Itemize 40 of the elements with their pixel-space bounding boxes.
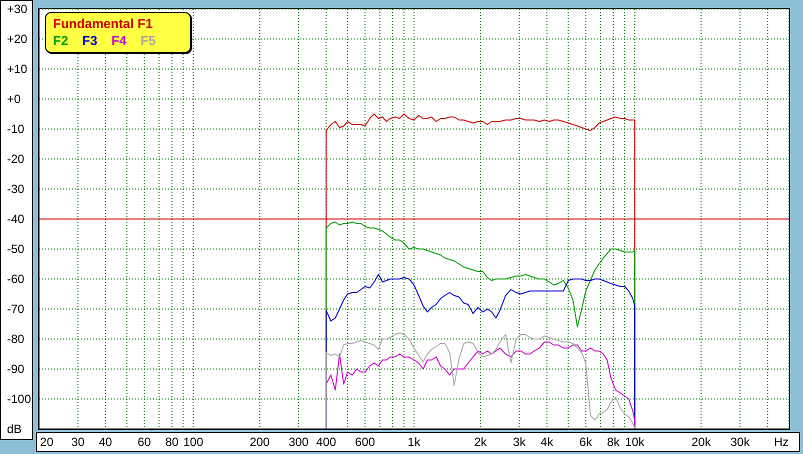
text: Fundamental F1 <box>53 15 154 32</box>
x-axis-title: Hz <box>774 434 789 450</box>
y-tick-label: +30 <box>7 2 28 16</box>
y-tick-label: -30 <box>7 182 25 196</box>
x-tick-label: 200 <box>250 435 270 449</box>
x-tick-label: 80 <box>165 435 179 449</box>
y-tick-label: -10 <box>7 122 25 136</box>
y-tick-label: +0 <box>7 92 22 106</box>
x-tick-label: 100 <box>183 435 204 449</box>
y-tick-label: -60 <box>7 272 25 286</box>
x-tick-label: 4k <box>540 435 554 449</box>
y-tick-label: -40 <box>7 212 25 226</box>
x-tick-label: 8k <box>606 435 621 449</box>
y-tick-label: +20 <box>7 32 28 46</box>
x-tick-label: 3k <box>512 435 527 449</box>
y-tick-label: +10 <box>7 62 28 76</box>
x-tick-label: 10k <box>625 435 646 449</box>
text: F3 <box>82 32 98 49</box>
x-tick-label: 2k <box>474 435 488 449</box>
x-tick-label: 30k <box>730 435 751 449</box>
y-tick-label: -50 <box>7 242 25 256</box>
y-tick-label: -70 <box>7 302 25 316</box>
x-tick-label: 6k <box>579 435 594 449</box>
y-tick-label: -80 <box>7 332 25 346</box>
text: F5 <box>140 32 156 49</box>
y-tick-label: -100 <box>7 392 32 406</box>
x-tick-label: 600 <box>355 435 376 449</box>
x-tick-label: 300 <box>288 435 309 449</box>
x-tick-label: 60 <box>138 435 152 449</box>
x-tick-label: 400 <box>316 435 336 449</box>
text: F2 <box>53 32 68 49</box>
x-tick-label: 20 <box>40 435 54 449</box>
y-tick-label: -20 <box>7 152 25 166</box>
x-tick-label: 30 <box>71 435 85 449</box>
x-tick-label: 1k <box>408 435 422 449</box>
text: F4 <box>111 32 127 49</box>
y-axis-title: dB <box>7 421 22 437</box>
x-tick-label: 20k <box>691 435 712 449</box>
x-tick-label: 40 <box>98 435 112 449</box>
y-tick-label: -90 <box>7 362 25 376</box>
